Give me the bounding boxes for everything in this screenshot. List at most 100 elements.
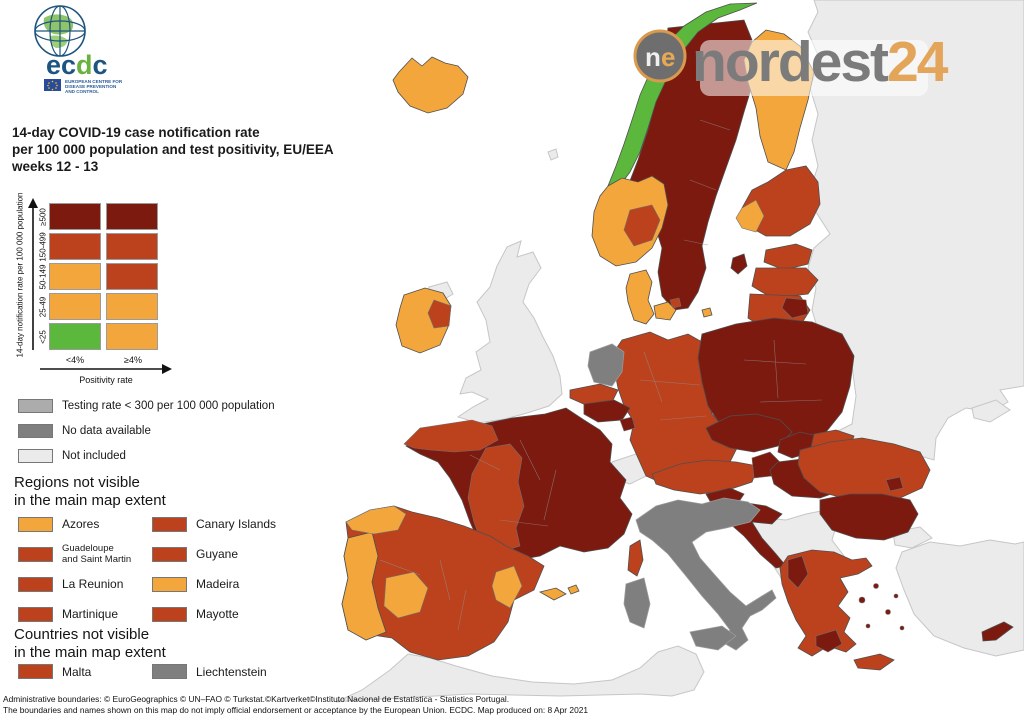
matrix-cell-4-0 (49, 323, 101, 350)
legend-canary-islands-swatch (152, 517, 187, 532)
legend-la-reunion-label: La Reunion (62, 577, 124, 591)
matrix-cell-2-0 (49, 263, 101, 290)
watermark-name: nordest (692, 30, 889, 94)
map-region-portugal (341, 531, 387, 641)
map-region-norway-southeast (623, 204, 661, 247)
matrix-row-label-1: 150-499 (38, 232, 48, 262)
countries-legend-heading: Countries not visible in the main map ex… (14, 626, 166, 661)
matrix-cell-3-0 (49, 293, 101, 320)
legend-not-included-label: Not included (62, 450, 126, 462)
map-region-galicia (345, 505, 407, 535)
legend-guyane-label: Guyane (196, 547, 239, 561)
map-region-turkey (895, 539, 1024, 657)
watermark-backdrop (700, 40, 928, 96)
map-region-finland-southwest (735, 199, 765, 233)
svg-text:n: n (645, 42, 661, 72)
x-axis-arrow-icon (162, 364, 172, 374)
legend-not-included-swatch (18, 449, 53, 463)
legend-not-included: Not included (0, 449, 330, 465)
matrix-legend: 14-day notification rate per 100 000 pop… (0, 190, 185, 395)
map-region-sicily (689, 625, 737, 651)
map-region-extremadura (383, 571, 429, 619)
title-line-2: per 100 000 population and test positivi… (12, 142, 334, 157)
map-region-valencia-coast (491, 565, 523, 609)
ecdc-globe-icon (34, 5, 86, 57)
map-region-balearic-islands (538, 584, 580, 601)
matrix-col-label-1: ≥4% (124, 355, 142, 365)
svg-text:e: e (661, 42, 675, 72)
legend-liechtenstein-label: Liechtenstein (196, 665, 267, 679)
map-region-gotland (730, 253, 748, 275)
map-region-romania-south-patch (885, 476, 904, 492)
nordest24-circle-icon: n e (633, 29, 687, 83)
legend-mayotte-label: Mayotte (196, 607, 239, 621)
regions-legend: Azores Canary Islands Guadeloupe and Sai… (0, 514, 330, 634)
matrix-cell-0-1 (106, 203, 158, 230)
map-region-great-britain (456, 240, 563, 424)
matrix-cell-0-0 (49, 203, 101, 230)
matrix-row-label-2: 50-149 (38, 264, 48, 290)
map-region-france-northwest (403, 419, 499, 453)
matrix-x-axis-label: Positivity rate (79, 375, 133, 385)
matrix-row-label-0: ≥500 (38, 208, 48, 226)
map-region-north-africa (335, 645, 705, 703)
legend-testing-rate-label: Testing rate < 300 per 100 000 populatio… (62, 400, 275, 412)
countries-legend: Malta Liechtenstein (0, 664, 330, 688)
map-region-latvia (751, 267, 819, 299)
ecdc-wordmark: ecdc (46, 50, 108, 80)
map-region-copenhagen (669, 297, 682, 309)
legend-la-reunion-swatch (18, 577, 53, 592)
ecdc-org-line2: DISEASE PREVENTION (65, 84, 117, 89)
legend-martinique-label: Martinique (62, 607, 119, 621)
map-region-iceland (392, 56, 469, 114)
y-axis-arrow-icon (28, 198, 38, 208)
watermark-text: nordest24 (692, 22, 948, 102)
map-region-aegean-islands (858, 583, 905, 631)
title-line-1: 14-day COVID-19 case notification rate (12, 125, 260, 140)
map-internal-borders (379, 119, 823, 631)
legend-guadeloupe-label: Guadeloupe and Saint Martin (62, 543, 132, 565)
legend-no-data-swatch (18, 424, 53, 438)
map-region-denmark-islands (653, 301, 677, 321)
legend-martinique-swatch (18, 607, 53, 622)
legend-no-data: No data available (0, 424, 330, 440)
map-region-estonia (763, 243, 813, 271)
legend-liechtenstein-swatch (152, 664, 187, 679)
legend-malta-swatch (18, 664, 53, 679)
map-region-eastern-europe (806, 0, 1024, 461)
map-region-corsica (627, 539, 644, 577)
map-region-lithuania-east (781, 297, 809, 319)
map-region-cyprus (981, 621, 1014, 642)
footer-line-2: The boundaries and names shown on this m… (3, 704, 589, 715)
footer-attribution: Administrative boundaries: © EuroGeograp… (3, 694, 588, 715)
matrix-cell-3-1 (106, 293, 158, 320)
legend-azores-label: Azores (62, 517, 100, 531)
legend-madeira-label: Madeira (196, 577, 240, 591)
legend-no-data-label: No data available (62, 425, 151, 437)
map-region-italy (635, 497, 777, 651)
legend-canary-islands-label: Canary Islands (196, 517, 277, 531)
regions-legend-heading: Regions not visible in the main map exte… (14, 474, 166, 509)
legend-testing-rate-swatch (18, 399, 53, 413)
legend-testing-rate: Testing rate < 300 per 100 000 populatio… (0, 399, 330, 415)
map-region-sardinia (623, 577, 651, 629)
nordest24-watermark: n e nordest24 (628, 26, 948, 106)
matrix-cell-1-1 (106, 233, 158, 260)
ecdc-logo: ecdc EUROPEAN CENTRE FOR DISEASE PREVENT… (34, 5, 123, 94)
map-region-greece-peloponnese-east (815, 629, 843, 653)
map-region-greece-northwest (787, 555, 809, 589)
title-line-3: weeks 12 - 13 (12, 159, 99, 174)
map-region-france-west (467, 443, 525, 553)
legend-azores-swatch (18, 517, 53, 532)
map-region-crimea (971, 399, 1011, 423)
watermark-suffix: 24 (887, 30, 948, 94)
matrix-axes (28, 198, 172, 374)
page-title: 14-day COVID-19 case notification rate p… (12, 124, 334, 175)
map-region-crete (853, 653, 895, 671)
map-region-netherlands (587, 343, 625, 387)
map-region-bulgaria (819, 493, 919, 541)
matrix-cell-4-1 (106, 323, 158, 350)
legend-mayotte-swatch (152, 607, 187, 622)
matrix-cell-1-0 (49, 233, 101, 260)
